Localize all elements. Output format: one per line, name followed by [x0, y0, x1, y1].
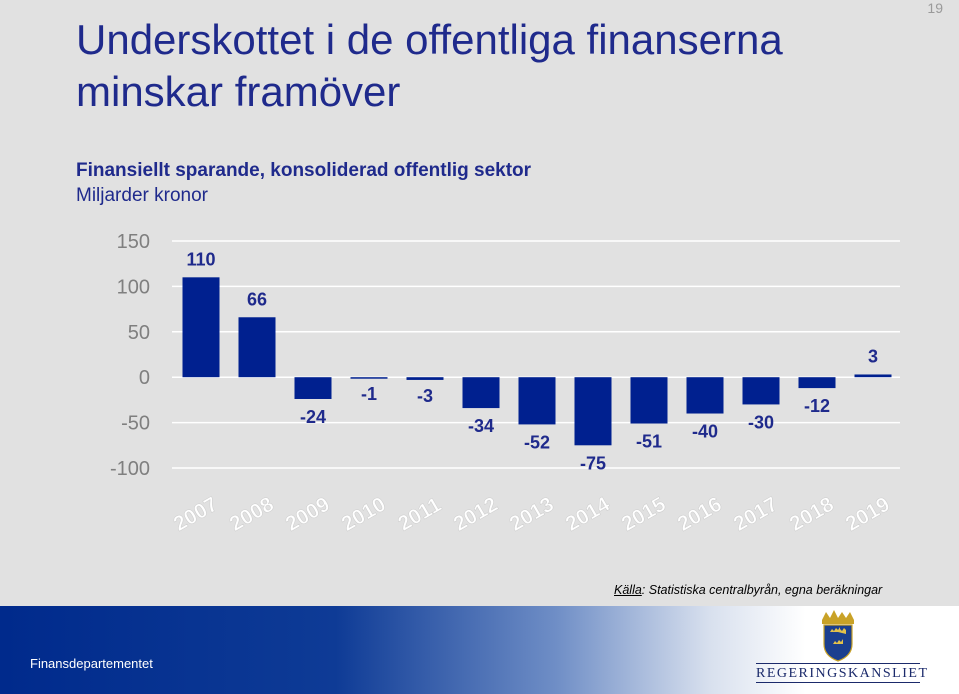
source-label: Källa [614, 583, 642, 597]
data-label: 110 [186, 249, 215, 269]
bar [182, 277, 220, 378]
data-label: -12 [804, 396, 830, 416]
data-label: 3 [868, 346, 878, 366]
data-label: -34 [468, 416, 494, 436]
data-label: -24 [300, 407, 326, 427]
bar [686, 377, 724, 414]
chart-unit: Miljarder kronor [76, 185, 208, 206]
x-tick-label: 2012 [450, 493, 502, 536]
x-tick-label: 2017 [730, 493, 782, 536]
y-tick-label: 150 [117, 231, 150, 253]
x-tick-label: 2009 [282, 493, 334, 536]
footer-band [0, 606, 959, 694]
x-tick-label: 2008 [226, 493, 278, 536]
x-tick-label: 2010 [338, 493, 390, 536]
x-tick-label: 2018 [786, 493, 838, 536]
bar [574, 377, 612, 446]
x-tick-label: 2014 [562, 493, 614, 536]
x-tick-label: 2007 [170, 493, 222, 536]
bar [742, 377, 780, 405]
y-tick-label: 50 [128, 322, 150, 344]
bar-chart: 150 100 50 0 -50 -100 110 2007 66 2008 -24 2009 -1 20… [110, 231, 900, 536]
data-label: -40 [692, 422, 718, 442]
x-tick-label: 2015 [618, 493, 670, 536]
crowned-shield-three-crowns-icon [822, 610, 854, 662]
y-tick-label: -50 [121, 413, 150, 435]
page-number: 19 [927, 0, 943, 16]
chart-subtitle: Finansiellt sparande, konsoliderad offen… [76, 160, 532, 181]
source-text: : Statistiska centralbyrån, egna beräkni… [641, 583, 883, 597]
x-tick-label: 2011 [394, 493, 445, 536]
bar [798, 377, 836, 389]
x-tick-label: 2016 [674, 493, 726, 536]
bar [294, 377, 332, 399]
data-label: -75 [580, 453, 606, 473]
slide-title: Underskottet i de offentliga finanserna … [76, 16, 783, 115]
data-label: -1 [361, 384, 377, 404]
bar [462, 377, 500, 409]
data-label: -30 [748, 412, 774, 432]
department-name: Finansdepartementet [30, 656, 153, 671]
y-tick-label: 0 [139, 367, 150, 389]
bar [238, 317, 276, 378]
bar [406, 377, 444, 380]
x-tick-label: 2019 [842, 493, 894, 536]
logo-text: REGERINGSKANSLIET [756, 663, 927, 683]
bar [350, 377, 388, 379]
data-label: -52 [524, 432, 550, 452]
regeringskansliet-logo: REGERINGSKANSLIET [756, 608, 927, 694]
data-label: -51 [636, 432, 662, 452]
bar [518, 377, 556, 425]
source-note: Källa: Statistiska centralbyrån, egna be… [614, 583, 882, 597]
x-tick-label: 2013 [506, 493, 558, 536]
y-tick-label: 100 [117, 276, 150, 298]
bar [630, 377, 668, 424]
y-tick-label: -100 [110, 458, 150, 480]
bar [854, 374, 892, 378]
data-label: -3 [417, 386, 433, 406]
data-label: 66 [247, 289, 267, 309]
